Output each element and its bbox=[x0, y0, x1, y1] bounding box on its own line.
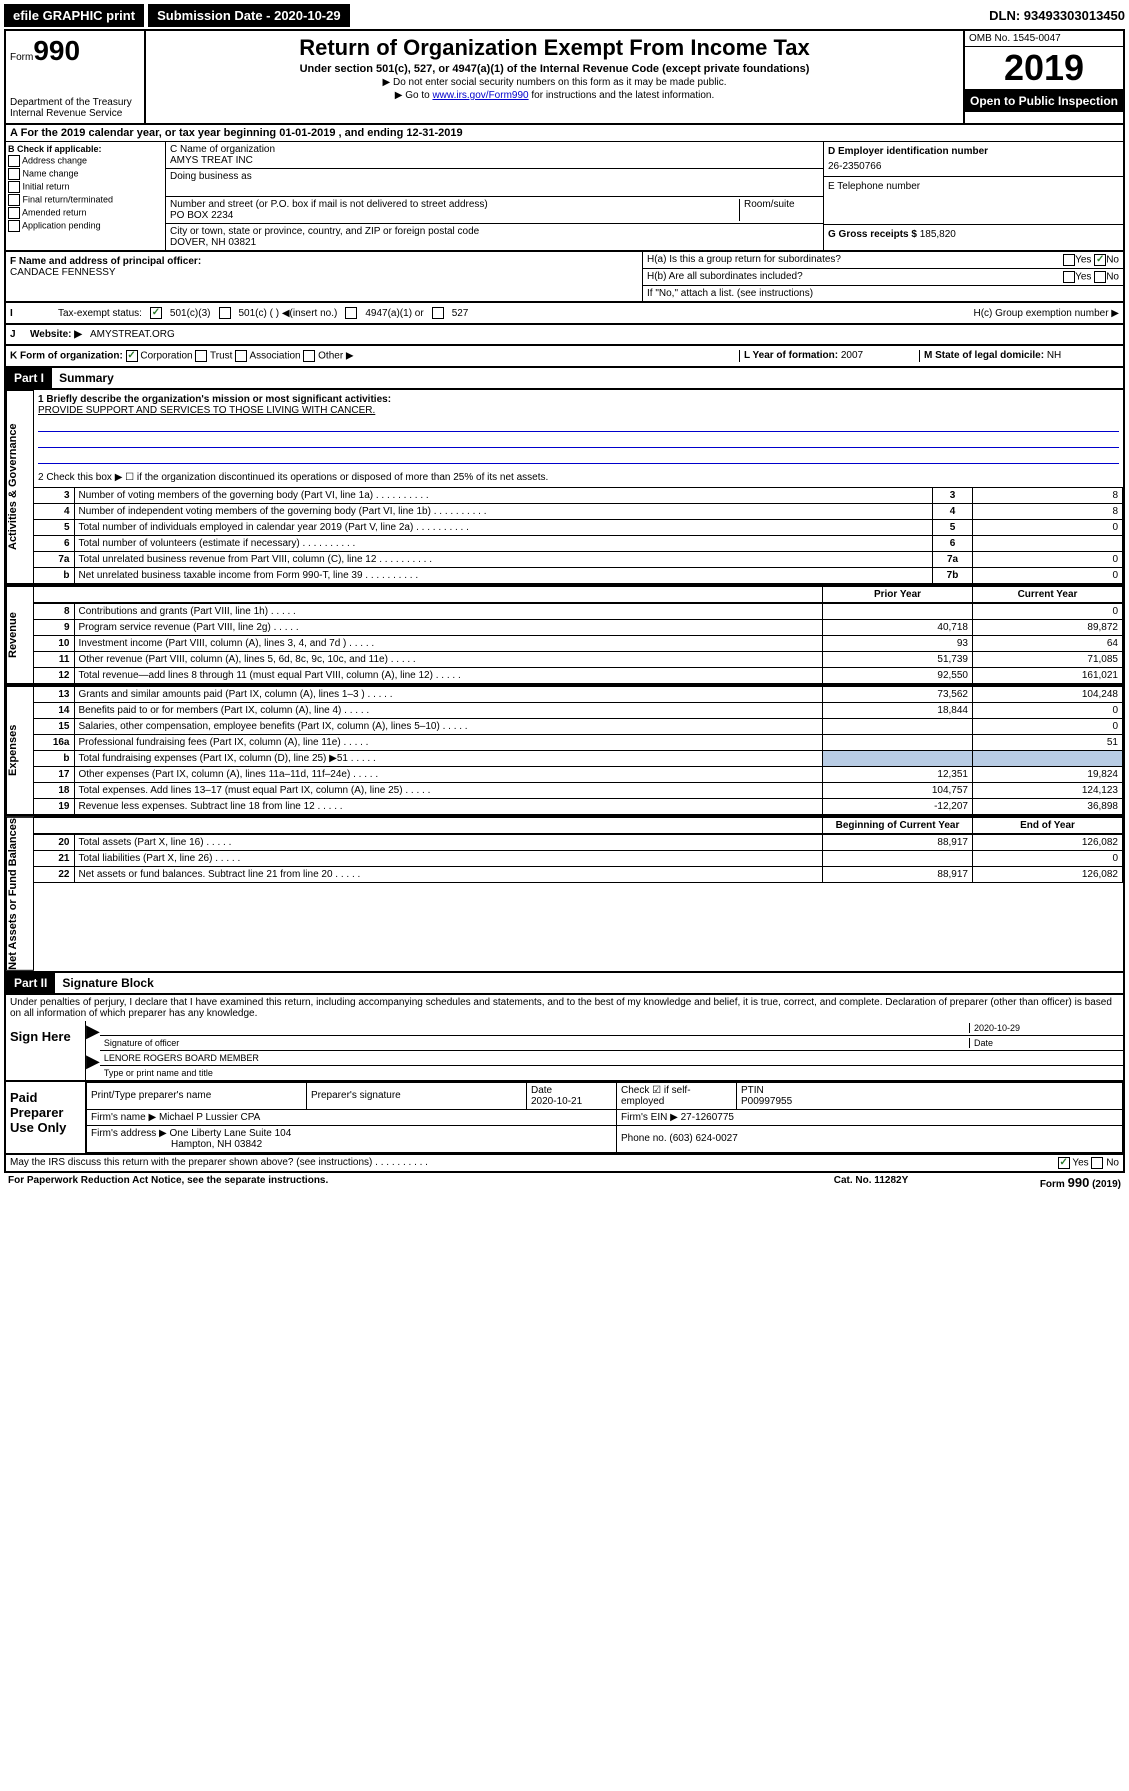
side-governance: Activities & Governance bbox=[6, 390, 34, 584]
table-row: bTotal fundraising expenses (Part IX, co… bbox=[34, 751, 1123, 767]
table-row: 5Total number of individuals employed in… bbox=[34, 520, 1123, 536]
table-row: 4Number of independent voting members of… bbox=[34, 504, 1123, 520]
table-row: 21Total liabilities (Part X, line 26)0 bbox=[34, 851, 1123, 867]
part1-header: Part I bbox=[6, 368, 52, 388]
org-info-column: C Name of organizationAMYS TREAT INC Doi… bbox=[166, 142, 823, 250]
table-row: 7aTotal unrelated business revenue from … bbox=[34, 552, 1123, 568]
side-net-assets: Net Assets or Fund Balances bbox=[6, 817, 34, 971]
check-b-column: B Check if applicable: Address change Na… bbox=[6, 142, 166, 250]
year-block: OMB No. 1545-0047 2019 Open to Public In… bbox=[963, 31, 1123, 123]
table-row: 8Contributions and grants (Part VIII, li… bbox=[34, 604, 1123, 620]
table-row: 6Total number of volunteers (estimate if… bbox=[34, 536, 1123, 552]
table-row: 20Total assets (Part X, line 16)88,91712… bbox=[34, 835, 1123, 851]
table-row: 13Grants and similar amounts paid (Part … bbox=[34, 687, 1123, 703]
ein-column: D Employer identification number26-23507… bbox=[823, 142, 1123, 250]
table-row: 10Investment income (Part VIII, column (… bbox=[34, 636, 1123, 652]
side-revenue: Revenue bbox=[6, 586, 34, 684]
table-row: 9Program service revenue (Part VIII, lin… bbox=[34, 620, 1123, 636]
table-row: 3Number of voting members of the governi… bbox=[34, 488, 1123, 504]
part1-title: Summary bbox=[59, 371, 114, 385]
submission-date: Submission Date - 2020-10-29 bbox=[148, 4, 350, 27]
side-expenses: Expenses bbox=[6, 686, 34, 815]
efile-button[interactable]: efile GRAPHIC print bbox=[4, 4, 144, 27]
table-row: 15Salaries, other compensation, employee… bbox=[34, 719, 1123, 735]
group-return-block: H(a) Is this a group return for subordin… bbox=[643, 252, 1123, 301]
discuss-row: May the IRS discuss this return with the… bbox=[4, 1155, 1125, 1173]
row-a: A For the 2019 calendar year, or tax yea… bbox=[4, 125, 1125, 142]
table-row: 18Total expenses. Add lines 13–17 (must … bbox=[34, 783, 1123, 799]
irs-link[interactable]: www.irs.gov/Form990 bbox=[432, 90, 528, 101]
form-title-block: Return of Organization Exempt From Incom… bbox=[146, 31, 963, 123]
sign-here-label: Sign Here bbox=[6, 1021, 86, 1080]
footer: For Paperwork Reduction Act Notice, see … bbox=[4, 1173, 1125, 1192]
form-org-row: K Form of organization: Corporation Trus… bbox=[4, 346, 1125, 368]
website-row: J Website: ▶ AMYSTREAT.ORG bbox=[4, 325, 1125, 346]
form-id-block: Form990 Department of the Treasury Inter… bbox=[6, 31, 146, 123]
table-row: 11Other revenue (Part VIII, column (A), … bbox=[34, 652, 1123, 668]
table-row: 12Total revenue—add lines 8 through 11 (… bbox=[34, 668, 1123, 684]
part2-header: Part II bbox=[6, 973, 55, 993]
declaration: Under penalties of perjury, I declare th… bbox=[4, 995, 1125, 1021]
part2-title: Signature Block bbox=[62, 976, 153, 990]
dln: DLN: 93493303013450 bbox=[989, 8, 1125, 23]
table-row: 19Revenue less expenses. Subtract line 1… bbox=[34, 799, 1123, 815]
table-row: 16aProfessional fundraising fees (Part I… bbox=[34, 735, 1123, 751]
table-row: 17Other expenses (Part IX, column (A), l… bbox=[34, 767, 1123, 783]
paid-preparer-label: Paid Preparer Use Only bbox=[6, 1082, 86, 1153]
tax-exempt-row: I Tax-exempt status: 501(c)(3) 501(c) ( … bbox=[4, 303, 1125, 325]
table-row: 22Net assets or fund balances. Subtract … bbox=[34, 867, 1123, 883]
table-row: 14Benefits paid to or for members (Part … bbox=[34, 703, 1123, 719]
table-row: bNet unrelated business taxable income f… bbox=[34, 568, 1123, 584]
officer-block: F Name and address of principal officer:… bbox=[6, 252, 643, 301]
